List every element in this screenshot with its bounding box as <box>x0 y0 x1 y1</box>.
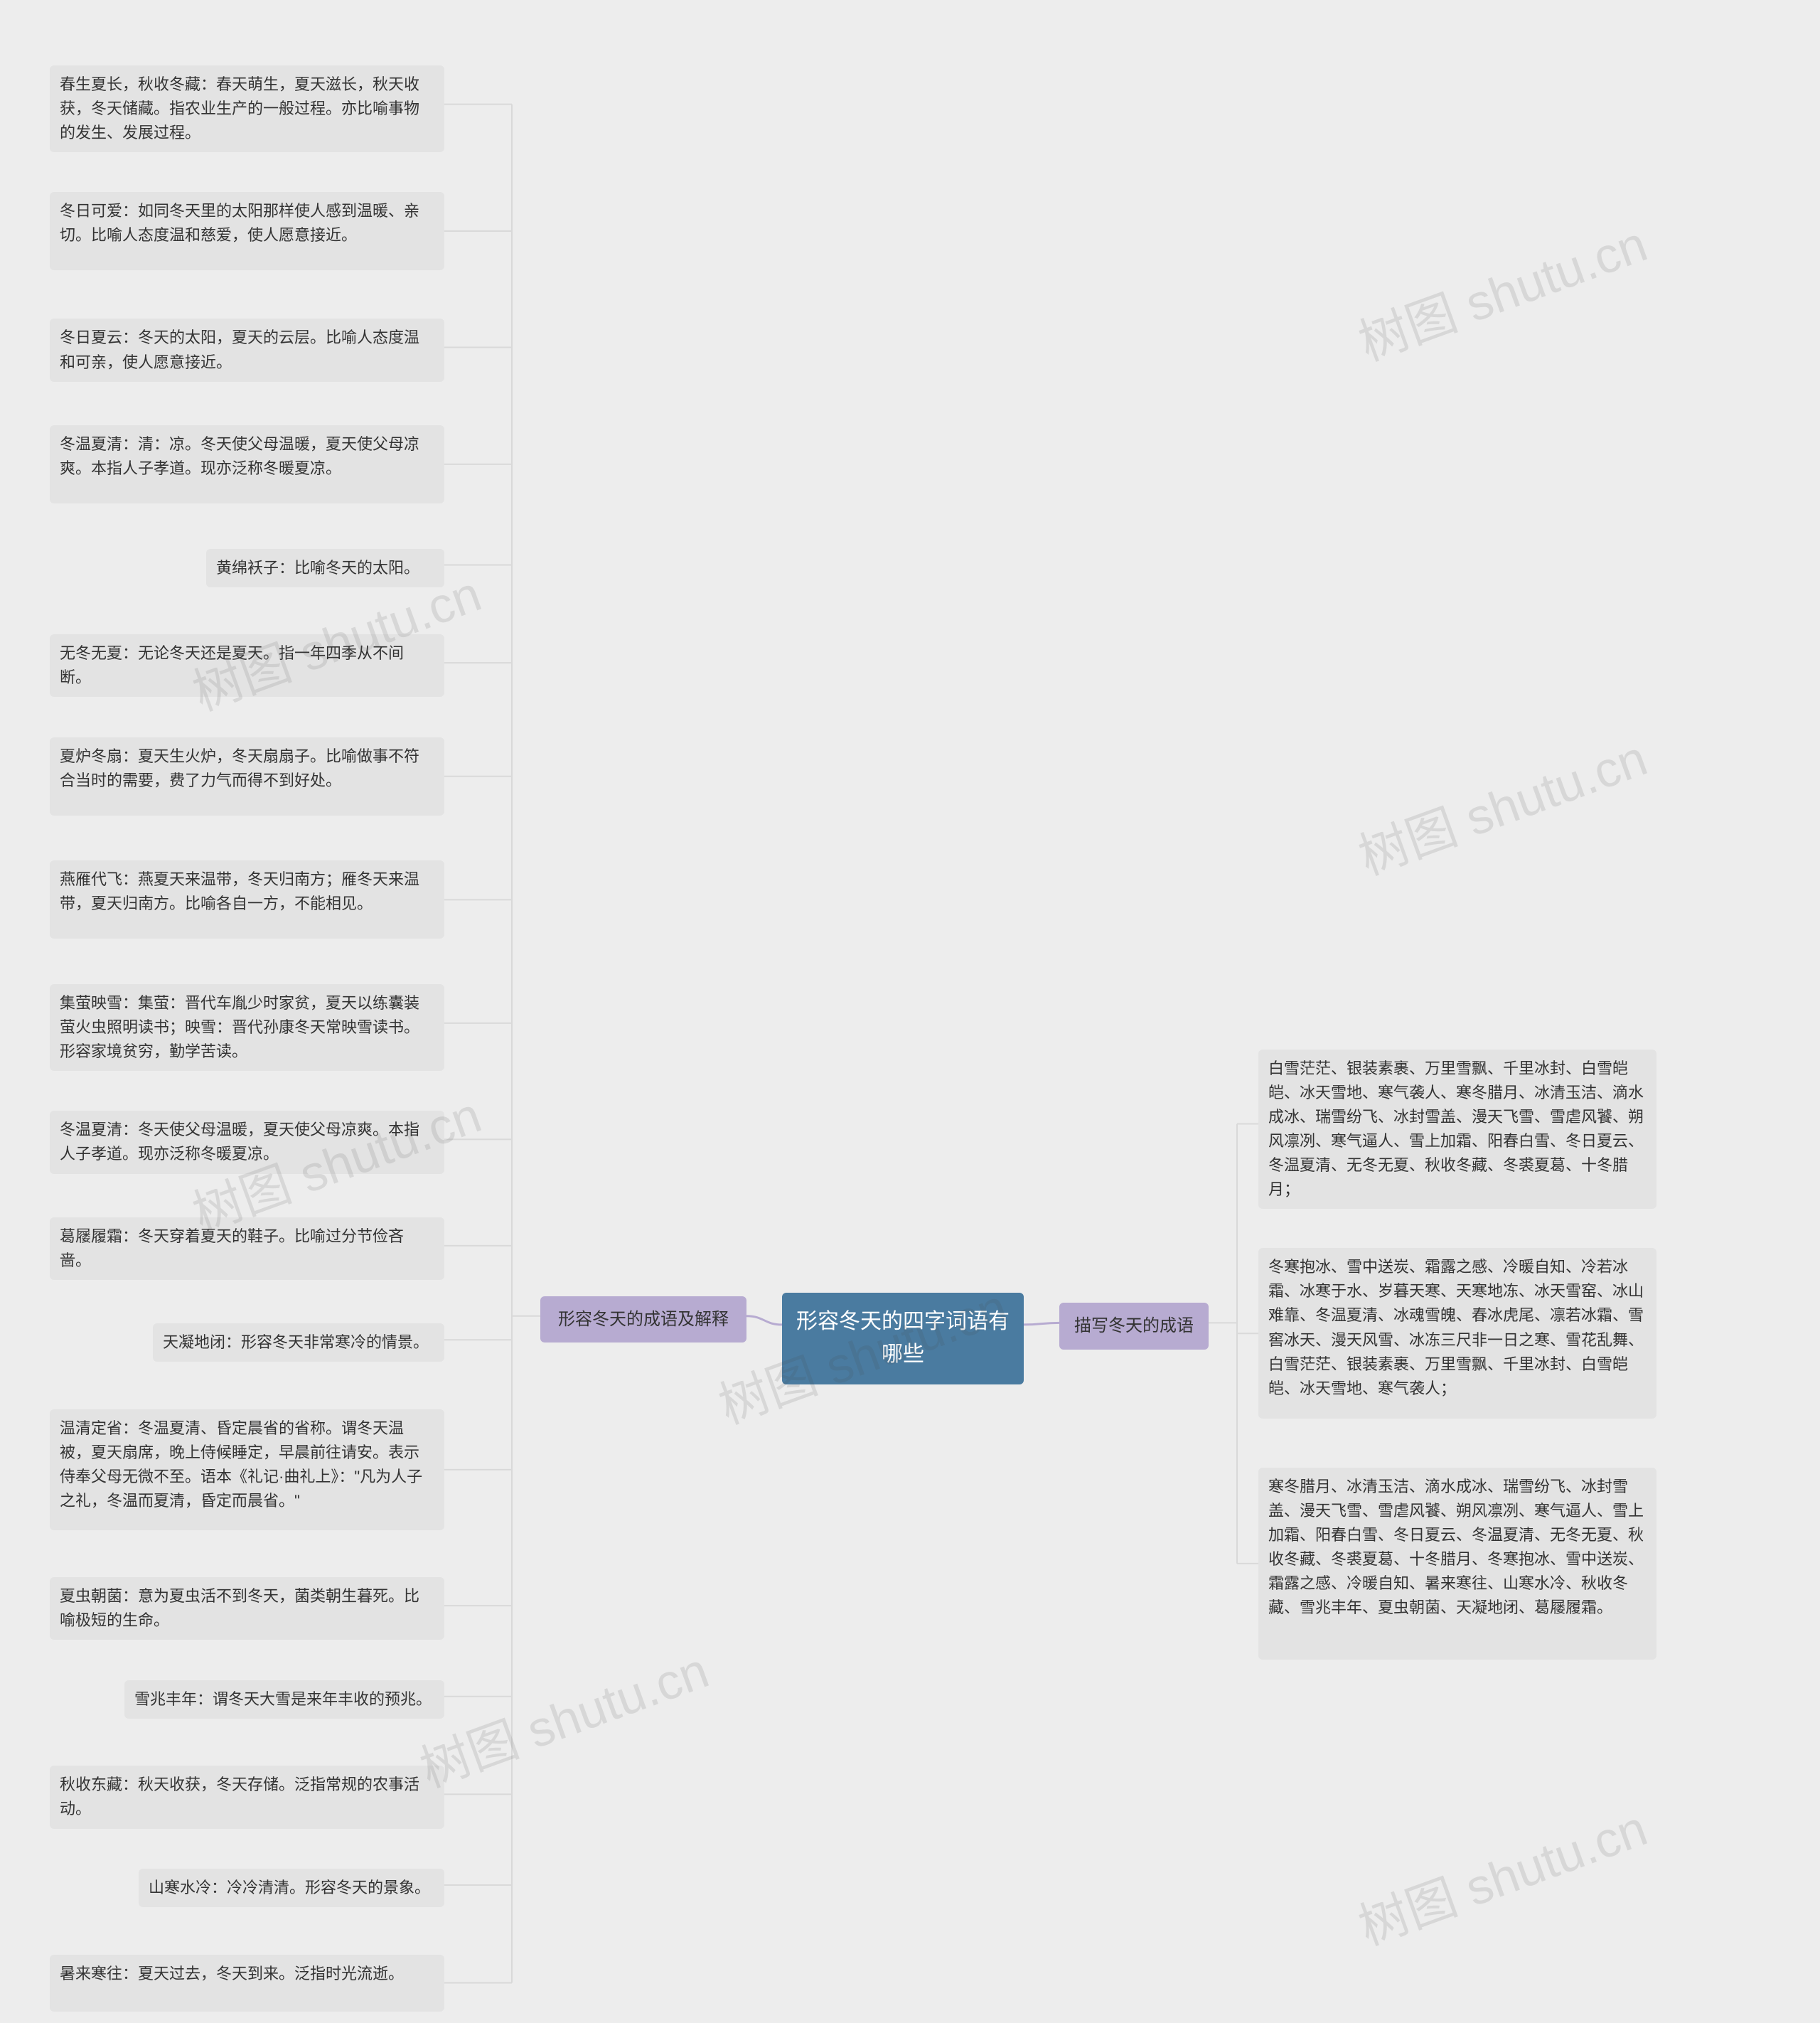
right-leaf-1: 冬寒抱冰、雪中送炭、霜露之感、冷暖自知、冷若冰霜、冰寒于水、岁暮天寒、天寒地冻、… <box>1258 1248 1656 1419</box>
left-leaf-10: 葛屦履霜：冬天穿着夏天的鞋子。比喻过分节俭吝啬。 <box>50 1217 444 1280</box>
leaf-text: 冬日夏云：冬天的太阳，夏天的云层。比喻人态度温和可亲，使人愿意接近。 <box>60 329 419 370</box>
root-node: 形容冬天的四字词语有哪些 <box>782 1293 1024 1384</box>
left-leaf-9: 冬温夏清：冬天使父母温暖，夏天使父母凉爽。本指人子孝道。现亦泛称冬暖夏凉。 <box>50 1111 444 1173</box>
left-leaf-1: 冬日可爱：如同冬天里的太阳那样使人感到温暖、亲切。比喻人态度温和慈爱，使人愿意接… <box>50 192 444 270</box>
leaf-text: 山寒水冷：冷冷清清。形容冬天的景象。 <box>149 1879 430 1896</box>
leaf-text: 春生夏长，秋收冬藏：春天萌生，夏天滋长，秋天收获，冬天储藏。指农业生产的一般过程… <box>60 75 419 142</box>
branch-left-label: 形容冬天的成语及解释 <box>558 1310 729 1329</box>
watermark: 树图 shutu.cn <box>1348 1788 1656 1959</box>
leaf-text: 白雪茫茫、银装素裹、万里雪飘、千里冰封、白雪皑皑、冰天雪地、寒气袭人、寒冬腊月、… <box>1268 1059 1644 1198</box>
left-leaf-7: 燕雁代飞：燕夏天来温带，冬天归南方；雁冬天来温带，夏天归南方。比喻各自一方，不能… <box>50 860 444 939</box>
left-leaf-8: 集萤映雪：集萤：晋代车胤少时家贫，夏天以练囊装萤火虫照明读书；映雪：晋代孙康冬天… <box>50 984 444 1071</box>
left-leaf-2: 冬日夏云：冬天的太阳，夏天的云层。比喻人态度温和可亲，使人愿意接近。 <box>50 319 444 381</box>
branch-right: 描写冬天的成语 <box>1059 1303 1209 1349</box>
left-leaf-11: 天凝地闭：形容冬天非常寒冷的情景。 <box>153 1323 444 1362</box>
branch-left: 形容冬天的成语及解释 <box>540 1296 746 1343</box>
left-leaf-16: 山寒水冷：冷冷清清。形容冬天的景象。 <box>139 1869 444 1907</box>
left-leaf-5: 无冬无夏：无论冬天还是夏天。指一年四季从不间断。 <box>50 634 444 697</box>
left-leaf-17: 暑来寒往：夏天过去，冬天到来。泛指时光流逝。 <box>50 1955 444 2012</box>
leaf-text: 冬寒抱冰、雪中送炭、霜露之感、冷暖自知、冷若冰霜、冰寒于水、岁暮天寒、天寒地冻、… <box>1268 1258 1644 1397</box>
leaf-text: 葛屦履霜：冬天穿着夏天的鞋子。比喻过分节俭吝啬。 <box>60 1227 404 1269</box>
leaf-text: 温清定省：冬温夏清、昏定晨省的省称。谓冬天温被，夏天扇席，晚上侍候睡定，早晨前往… <box>60 1419 422 1510</box>
leaf-text: 黄绵袄子：比喻冬天的太阳。 <box>216 559 419 577</box>
left-leaf-6: 夏炉冬扇：夏天生火炉，冬天扇扇子。比喻做事不符合当时的需要，费了力气而得不到好处… <box>50 737 444 816</box>
leaf-text: 寒冬腊月、冰清玉洁、滴水成冰、瑞雪纷飞、冰封雪盖、漫天飞雪、雪虐风饕、朔风凛冽、… <box>1268 1478 1644 1616</box>
watermark: 树图 shutu.cn <box>1348 204 1656 375</box>
leaf-text: 秋收东藏：秋天收获，冬天存储。泛指常规的农事活动。 <box>60 1776 419 1818</box>
watermark: 树图 shutu.cn <box>410 1630 717 1801</box>
leaf-text: 燕雁代飞：燕夏天来温带，冬天归南方；雁冬天来温带，夏天归南方。比喻各自一方，不能… <box>60 870 419 912</box>
left-leaf-4: 黄绵袄子：比喻冬天的太阳。 <box>206 549 444 587</box>
right-leaf-0: 白雪茫茫、银装素裹、万里雪飘、千里冰封、白雪皑皑、冰天雪地、寒气袭人、寒冬腊月、… <box>1258 1050 1656 1210</box>
leaf-text: 天凝地闭：形容冬天非常寒冷的情景。 <box>163 1333 429 1351</box>
leaf-text: 夏炉冬扇：夏天生火炉，冬天扇扇子。比喻做事不符合当时的需要，费了力气而得不到好处… <box>60 747 419 789</box>
leaf-text: 冬日可爱：如同冬天里的太阳那样使人感到温暖、亲切。比喻人态度温和慈爱，使人愿意接… <box>60 202 419 244</box>
right-leaf-2: 寒冬腊月、冰清玉洁、滴水成冰、瑞雪纷飞、冰封雪盖、漫天飞雪、雪虐风饕、朔风凛冽、… <box>1258 1468 1656 1660</box>
root-label: 形容冬天的四字词语有哪些 <box>796 1310 1010 1367</box>
left-leaf-12: 温清定省：冬温夏清、昏定晨省的省称。谓冬天温被，夏天扇席，晚上侍候睡定，早晨前往… <box>50 1409 444 1530</box>
watermark: 树图 shutu.cn <box>1348 719 1656 890</box>
leaf-text: 夏虫朝菌：意为夏虫活不到冬天，菌类朝生暮死。比喻极短的生命。 <box>60 1587 419 1629</box>
left-leaf-15: 秋收东藏：秋天收获，冬天存储。泛指常规的农事活动。 <box>50 1766 444 1828</box>
left-leaf-13: 夏虫朝菌：意为夏虫活不到冬天，菌类朝生暮死。比喻极短的生命。 <box>50 1577 444 1640</box>
leaf-text: 冬温夏清：清：凉。冬天使父母温暖，夏天使父母凉爽。本指人子孝道。现亦泛称冬暖夏凉… <box>60 435 419 477</box>
left-leaf-14: 雪兆丰年：谓冬天大雪是来年丰收的预兆。 <box>124 1680 444 1719</box>
mindmap-container: 形容冬天的四字词语有哪些 形容冬天的成语及解释 描写冬天的成语 春生夏长，秋收冬… <box>0 0 1820 2023</box>
leaf-text: 冬温夏清：冬天使父母温暖，夏天使父母凉爽。本指人子孝道。现亦泛称冬暖夏凉。 <box>60 1121 419 1163</box>
leaf-text: 集萤映雪：集萤：晋代车胤少时家贫，夏天以练囊装萤火虫照明读书；映雪：晋代孙康冬天… <box>60 994 419 1060</box>
left-leaf-0: 春生夏长，秋收冬藏：春天萌生，夏天滋长，秋天收获，冬天储藏。指农业生产的一般过程… <box>50 65 444 152</box>
branch-right-label: 描写冬天的成语 <box>1074 1316 1194 1335</box>
leaf-text: 无冬无夏：无论冬天还是夏天。指一年四季从不间断。 <box>60 644 404 686</box>
left-leaf-3: 冬温夏清：清：凉。冬天使父母温暖，夏天使父母凉爽。本指人子孝道。现亦泛称冬暖夏凉… <box>50 425 444 503</box>
leaf-text: 暑来寒往：夏天过去，冬天到来。泛指时光流逝。 <box>60 1965 404 1982</box>
leaf-text: 雪兆丰年：谓冬天大雪是来年丰收的预兆。 <box>134 1690 432 1708</box>
